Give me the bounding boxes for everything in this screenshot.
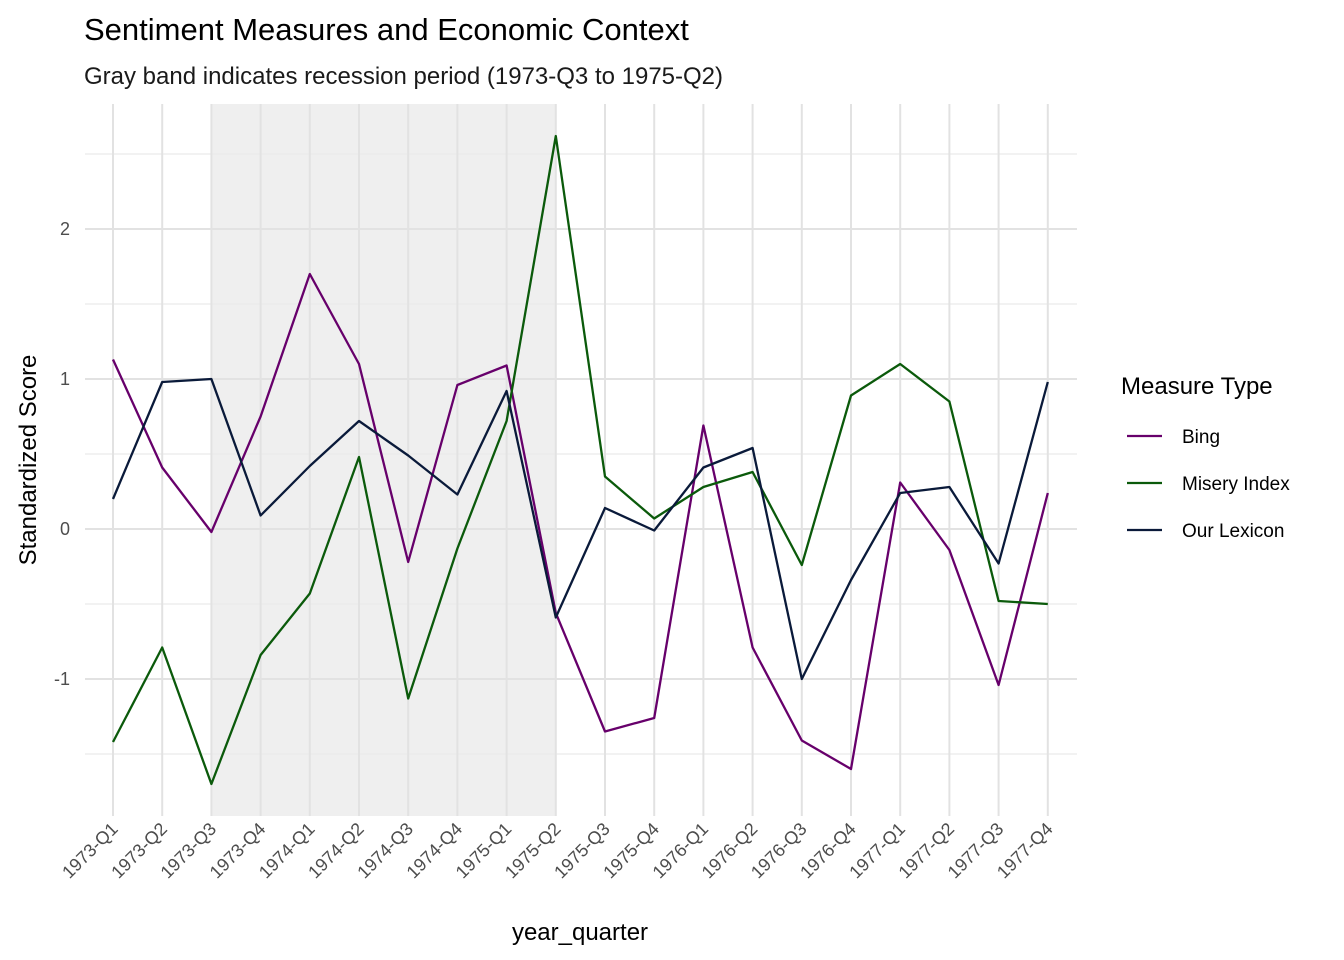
y-tick-label: 0 bbox=[60, 519, 70, 539]
chart-subtitle: Gray band indicates recession period (19… bbox=[84, 63, 723, 90]
y-tick-label: 2 bbox=[60, 219, 70, 239]
chart-title: Sentiment Measures and Economic Context bbox=[84, 12, 689, 47]
legend-item: Our Lexicon bbox=[1127, 521, 1284, 542]
y-axis-title: Standardized Score bbox=[15, 355, 42, 566]
series-line bbox=[111, 272, 1049, 771]
legend: Measure Type Bing Misery Index Our Lexicon bbox=[1121, 373, 1290, 542]
legend-label: Misery Index bbox=[1182, 474, 1290, 495]
series-lines bbox=[111, 134, 1049, 786]
x-axis-title: year_quarter bbox=[512, 919, 648, 946]
legend-item: Misery Index bbox=[1127, 474, 1290, 495]
y-tick-label: -1 bbox=[54, 669, 70, 689]
y-tick-label: 1 bbox=[60, 369, 70, 389]
legend-label: Bing bbox=[1182, 427, 1220, 448]
series-line bbox=[111, 134, 1048, 786]
legend-label: Our Lexicon bbox=[1182, 521, 1284, 542]
legend-item: Bing bbox=[1127, 427, 1220, 448]
legend-items: Bing Misery Index Our Lexicon bbox=[1127, 427, 1290, 542]
y-axis-ticks: -1 0 1 2 bbox=[54, 219, 70, 689]
x-axis-ticks: 1973-Q11973-Q21973-Q31973-Q41974-Q11974-… bbox=[58, 819, 1056, 883]
series-line bbox=[111, 377, 1049, 681]
plot-area bbox=[85, 104, 1077, 816]
legend-title: Measure Type bbox=[1121, 373, 1273, 400]
